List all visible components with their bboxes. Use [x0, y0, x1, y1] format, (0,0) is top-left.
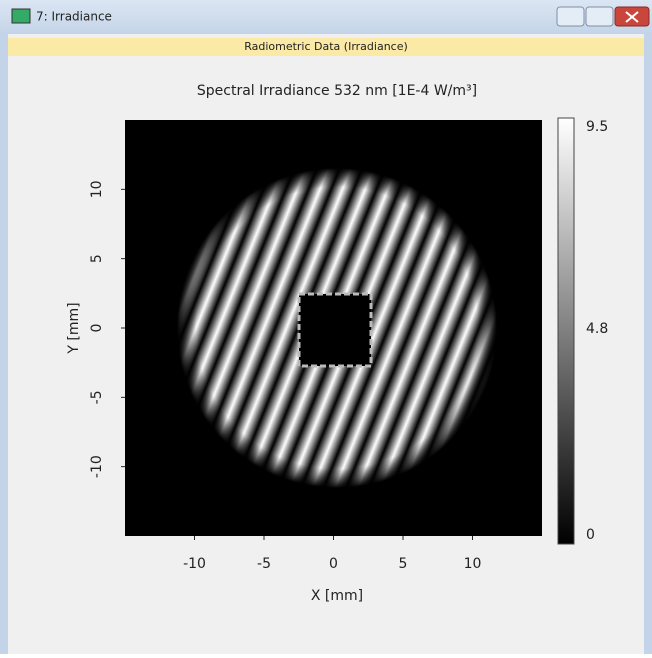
y-tick-label: 5 — [89, 254, 105, 263]
y-tick-label: -5 — [89, 390, 105, 404]
colorbar-tick-label: 9.5 — [586, 119, 608, 135]
x-tick-label: -5 — [257, 556, 271, 572]
x-tick-label: 10 — [464, 556, 482, 572]
window-title: 7: Irradiance — [36, 10, 112, 24]
y-tick-label: 10 — [89, 180, 105, 198]
x-axis-label: X [mm] — [311, 588, 363, 604]
plot — [125, 120, 542, 536]
window: 7: Irradiance Radiometric Data (Irradian… — [0, 0, 652, 654]
minimize-button[interactable] — [557, 7, 584, 26]
x-tick-label: 5 — [399, 556, 408, 572]
chart-title: Spectral Irradiance 532 nm [1E-4 W/m³] — [197, 83, 477, 99]
colorbar-tick-label: 0 — [586, 527, 595, 543]
y-tick-label: -10 — [89, 455, 105, 478]
x-tick-label: -10 — [183, 556, 206, 572]
fringe-pattern — [125, 120, 542, 536]
colorbar-tick-label: 4.8 — [586, 321, 608, 337]
y-tick-label: 0 — [89, 324, 105, 333]
panel-title: Radiometric Data (Irradiance) — [244, 40, 408, 53]
x-tick-label: 0 — [329, 556, 338, 572]
y-axis-label: Y [mm] — [66, 302, 82, 354]
window-icon — [12, 9, 30, 23]
colorbar — [558, 118, 574, 544]
maximize-button[interactable] — [586, 7, 613, 26]
